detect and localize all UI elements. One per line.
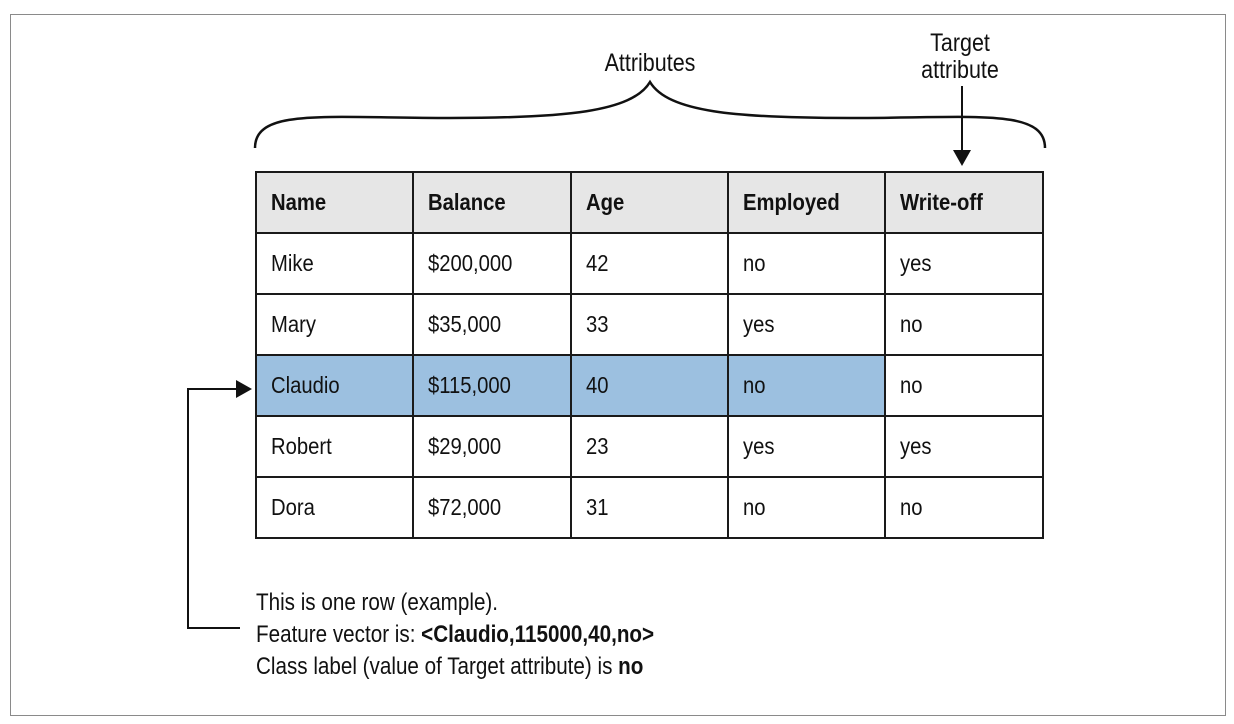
attributes-brace — [253, 79, 1047, 149]
header-name: Name — [255, 171, 414, 234]
caption-line-3-prefix: Class label (value of Target attribute) … — [256, 653, 619, 680]
cell-age: 31 — [570, 476, 729, 539]
cell-name: Robert — [255, 415, 414, 478]
row-connector-line — [187, 388, 240, 629]
header-employed-text: Employed — [743, 189, 840, 215]
cell-text: 23 — [586, 433, 609, 459]
cell-text: $35,000 — [428, 311, 502, 337]
cell-text: no — [743, 250, 766, 276]
cell-text: 33 — [586, 311, 609, 337]
caption-line-1: This is one row (example). — [256, 589, 499, 616]
class-label-value: no — [618, 653, 644, 680]
table-row: Dora $72,000 31 no no — [255, 476, 1044, 539]
cell-text: $72,000 — [428, 494, 502, 520]
cell-text: 31 — [586, 494, 609, 520]
cell-name: Dora — [255, 476, 414, 539]
cell-name: Claudio — [255, 354, 414, 417]
cell-age: 33 — [570, 293, 729, 356]
target-label-line1: Target — [930, 29, 990, 57]
cell-write-off: no — [884, 293, 1044, 356]
cell-text: no — [743, 494, 766, 520]
table-row: Mary $35,000 33 yes no — [255, 293, 1044, 356]
cell-name: Mike — [255, 232, 414, 295]
cell-employed: no — [727, 354, 886, 417]
target-label-line2: attribute — [921, 56, 999, 84]
cell-age: 42 — [570, 232, 729, 295]
header-employed: Employed — [727, 171, 886, 234]
cell-text: no — [900, 372, 923, 398]
cell-balance: $35,000 — [412, 293, 572, 356]
target-attribute-label: Target attribute — [891, 30, 1029, 84]
cell-text: Claudio — [271, 372, 340, 398]
cell-age: 40 — [570, 354, 729, 417]
header-balance-text: Balance — [428, 189, 506, 215]
cell-text: yes — [743, 311, 775, 337]
cell-text: no — [743, 372, 766, 398]
cell-text: Dora — [271, 494, 315, 520]
cell-balance: $200,000 — [412, 232, 572, 295]
attributes-label: Attributes — [604, 49, 696, 77]
cell-text: yes — [900, 433, 932, 459]
cell-balance: $29,000 — [412, 415, 572, 478]
cell-text: Mike — [271, 250, 314, 276]
cell-balance: $72,000 — [412, 476, 572, 539]
cell-text: 40 — [586, 372, 609, 398]
header-age-text: Age — [586, 189, 625, 215]
cell-age: 23 — [570, 415, 729, 478]
cell-text: $200,000 — [428, 250, 513, 276]
header-balance: Balance — [412, 171, 572, 234]
figure-frame — [10, 14, 1226, 716]
cell-employed: yes — [727, 415, 886, 478]
header-age: Age — [570, 171, 729, 234]
cell-balance: $115,000 — [412, 354, 572, 417]
table-row-highlighted: Claudio $115,000 40 no no — [255, 354, 1044, 417]
header-write-off: Write-off — [884, 171, 1044, 234]
cell-text: 42 — [586, 250, 609, 276]
cell-text: Robert — [271, 433, 332, 459]
target-arrow-head — [953, 150, 971, 166]
cell-text: $29,000 — [428, 433, 502, 459]
table-row: Mike $200,000 42 no yes — [255, 232, 1044, 295]
cell-text: no — [900, 494, 923, 520]
cell-text: no — [900, 311, 923, 337]
header-name-text: Name — [271, 189, 327, 215]
cell-employed: no — [727, 476, 886, 539]
cell-employed: no — [727, 232, 886, 295]
feature-vector-value: <Claudio,115000,40,no> — [421, 621, 655, 648]
cell-name: Mary — [255, 293, 414, 356]
header-row: Name Balance Age Employed Write-off — [255, 171, 1044, 234]
header-write-off-text: Write-off — [900, 189, 983, 215]
cell-write-off: yes — [884, 232, 1044, 295]
caption-line-3: Class label (value of Target attribute) … — [256, 651, 654, 683]
table-row: Robert $29,000 23 yes yes — [255, 415, 1044, 478]
cell-write-off: yes — [884, 415, 1044, 478]
dataset-table: Name Balance Age Employed Write-off Mike… — [255, 171, 1044, 539]
caption-line-2: Feature vector is: <Claudio,115000,40,no… — [256, 619, 654, 651]
cell-text: yes — [900, 250, 932, 276]
caption: This is one row (example). Feature vecto… — [256, 587, 654, 683]
cell-write-off: no — [884, 354, 1044, 417]
cell-text: yes — [743, 433, 775, 459]
cell-employed: yes — [727, 293, 886, 356]
cell-text: Mary — [271, 311, 316, 337]
row-connector-arrowhead — [236, 380, 252, 398]
caption-line-2-prefix: Feature vector is: — [256, 621, 422, 648]
cell-write-off: no — [884, 476, 1044, 539]
cell-text: $115,000 — [428, 372, 511, 398]
